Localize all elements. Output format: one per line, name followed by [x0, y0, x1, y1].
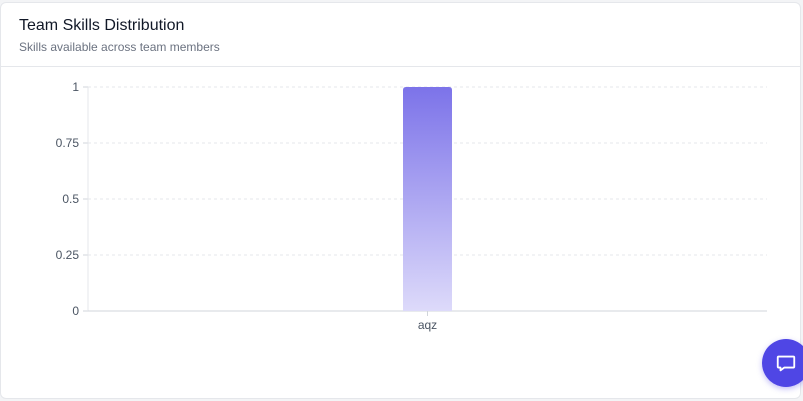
y-tick-label: 0.75: [56, 136, 80, 150]
card-header: Team Skills Distribution Skills availabl…: [1, 3, 800, 67]
bar-aqz[interactable]: [403, 87, 452, 311]
chat-bubble-icon: [776, 355, 796, 372]
y-tick-label: 0: [72, 304, 79, 318]
y-tick-label: 0.25: [56, 248, 80, 262]
tick-labels: 0 0.25 0.5 0.75 1 aqz: [56, 80, 438, 332]
skills-bar-chart: 0 0.25 0.5 0.75 1 aqz: [56, 80, 767, 332]
bars: [403, 87, 452, 311]
chat-widget-button[interactable]: [762, 339, 803, 387]
y-tick-label: 0.5: [62, 192, 79, 206]
y-tick-label: 1: [72, 80, 79, 94]
chart-area: 0 0.25 0.5 0.75 1 aqz: [1, 67, 800, 398]
x-tick-label: aqz: [418, 318, 437, 332]
card-subtitle: Skills available across team members: [19, 40, 220, 54]
card-title: Team Skills Distribution: [19, 17, 185, 34]
grid-lines: [88, 86, 767, 256]
